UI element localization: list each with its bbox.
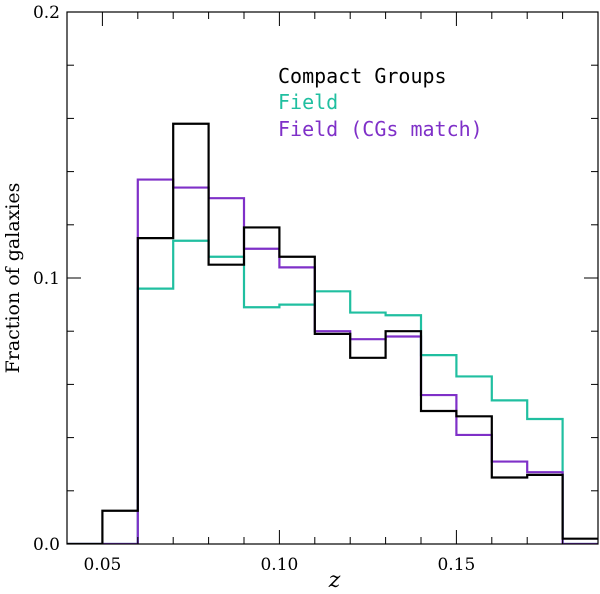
x-tick-label: 0.15: [437, 555, 475, 575]
series-line-field: [67, 239, 598, 544]
y-axis-title: Fraction of galaxies: [2, 183, 24, 374]
series-layer: [67, 122, 598, 544]
labels-layer: 0.05 0.10 0.15 0.0 0.1 0.2: [33, 3, 475, 575]
legend-entry: Compact Groups: [278, 64, 447, 88]
y-tick-label: 0.0: [33, 535, 60, 555]
x-tick-label: 0.10: [260, 555, 298, 575]
series-line-field-cgs-match: [67, 178, 598, 544]
y-tick-label: 0.2: [33, 3, 60, 23]
series-line-compact-groups: [67, 122, 598, 544]
x-axis-title: z: [328, 568, 341, 593]
ticks-layer: [67, 12, 598, 544]
plot-frame: [66, 11, 599, 545]
x-tick-label: 0.05: [83, 555, 121, 575]
legend-entry: Field (CGs match): [278, 117, 483, 141]
y-tick-label: 0.1: [33, 269, 60, 289]
legend-entry: Field: [278, 90, 338, 114]
